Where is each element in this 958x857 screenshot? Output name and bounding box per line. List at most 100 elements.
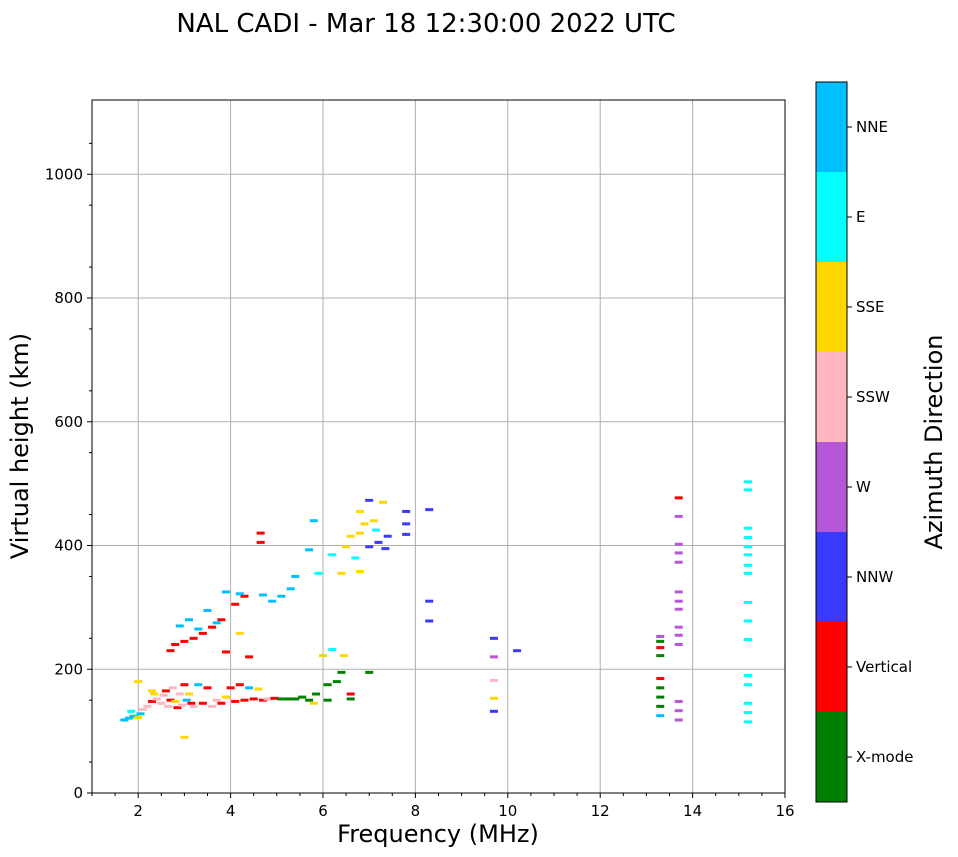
data-point	[351, 556, 360, 560]
data-point	[231, 699, 240, 703]
data-point	[744, 720, 753, 724]
data-point	[180, 639, 189, 643]
colorbar-segment	[816, 352, 847, 442]
data-point	[166, 649, 175, 653]
x-axis-ticks: 2 4 6 8 10 12 14 16	[91, 793, 795, 820]
data-point	[240, 698, 249, 702]
data-point	[489, 636, 498, 640]
data-point	[164, 704, 173, 708]
x-tick-label: 8	[411, 802, 421, 820]
data-point	[374, 540, 383, 544]
data-point	[249, 697, 258, 701]
y-axis-ticks: 0 200 400 600 800 1000	[45, 142, 92, 802]
data-point	[309, 519, 318, 523]
y-tick-label: 800	[54, 289, 83, 307]
data-point	[134, 716, 143, 720]
data-point	[674, 514, 683, 518]
colorbar-segment	[816, 442, 847, 532]
data-point	[127, 709, 136, 713]
plot-frame	[91, 99, 786, 794]
data-point	[314, 571, 323, 575]
data-point	[203, 608, 212, 612]
data-point	[208, 704, 217, 708]
data-point	[365, 670, 374, 674]
data-point	[379, 500, 388, 504]
data-point	[256, 540, 265, 544]
data-point	[402, 509, 411, 513]
data-point	[268, 599, 277, 603]
data-point	[674, 625, 683, 629]
data-point	[203, 686, 212, 690]
data-point	[674, 590, 683, 594]
data-point	[656, 686, 665, 690]
data-point	[171, 699, 180, 703]
data-point	[189, 636, 198, 640]
data-point	[674, 699, 683, 703]
data-point	[277, 697, 286, 701]
data-point	[226, 686, 235, 690]
y-tick-label: 1000	[45, 165, 83, 183]
colorbar-frame	[815, 81, 848, 803]
data-point	[337, 670, 346, 674]
colorbar-tick-label: NNE	[856, 118, 888, 136]
data-point	[194, 683, 203, 687]
data-point	[286, 587, 295, 591]
colorbar-label: Azimuth Direction	[920, 335, 948, 550]
data-point	[256, 531, 265, 535]
data-point	[148, 699, 157, 703]
x-tick-label: 6	[318, 802, 328, 820]
data-point	[143, 704, 152, 708]
data-point	[489, 678, 498, 682]
data-point	[217, 701, 226, 705]
data-point	[381, 547, 390, 551]
data-point	[674, 542, 683, 546]
data-point	[284, 697, 293, 701]
data-point	[319, 654, 327, 658]
colorbar-segment	[816, 262, 847, 352]
data-point	[372, 528, 381, 532]
data-point	[178, 703, 187, 707]
data-point	[168, 686, 177, 690]
data-point	[656, 634, 665, 638]
data-point	[656, 646, 665, 650]
data-point	[744, 488, 753, 492]
data-point	[402, 532, 411, 536]
data-point	[270, 696, 279, 700]
data-point	[305, 548, 314, 552]
data-point	[342, 545, 351, 549]
data-point	[328, 647, 337, 651]
data-point	[656, 639, 665, 643]
data-point	[656, 714, 665, 718]
data-point	[129, 714, 138, 718]
colorbar-tick-label: W	[856, 478, 871, 496]
data-point	[489, 709, 498, 713]
data-point	[744, 701, 753, 705]
data-point	[208, 625, 217, 629]
colorbar-tick-label: E	[856, 208, 865, 226]
y-tick-label: 600	[54, 413, 83, 431]
data-point	[346, 697, 355, 701]
data-point	[744, 600, 753, 604]
data-point	[136, 712, 145, 716]
data-point	[263, 697, 272, 701]
data-point	[360, 522, 369, 526]
data-points	[120, 480, 753, 739]
data-point	[134, 680, 143, 684]
data-point	[173, 706, 182, 710]
colorbar-tick-label: SSW	[856, 388, 890, 406]
data-point	[298, 695, 307, 699]
data-point	[148, 689, 157, 693]
data-point	[175, 692, 184, 696]
data-point	[221, 695, 230, 699]
data-point	[332, 680, 341, 684]
azimuth-colorbar: X-mode Vertical NNW W SSW SSE E NNE	[815, 81, 913, 803]
data-point	[291, 697, 300, 701]
data-point	[124, 716, 133, 720]
data-point	[425, 619, 434, 623]
data-point	[489, 655, 498, 659]
y-tick-label: 0	[73, 784, 83, 802]
x-tick-label: 2	[133, 802, 143, 820]
data-point	[744, 619, 753, 623]
data-point	[355, 509, 364, 513]
